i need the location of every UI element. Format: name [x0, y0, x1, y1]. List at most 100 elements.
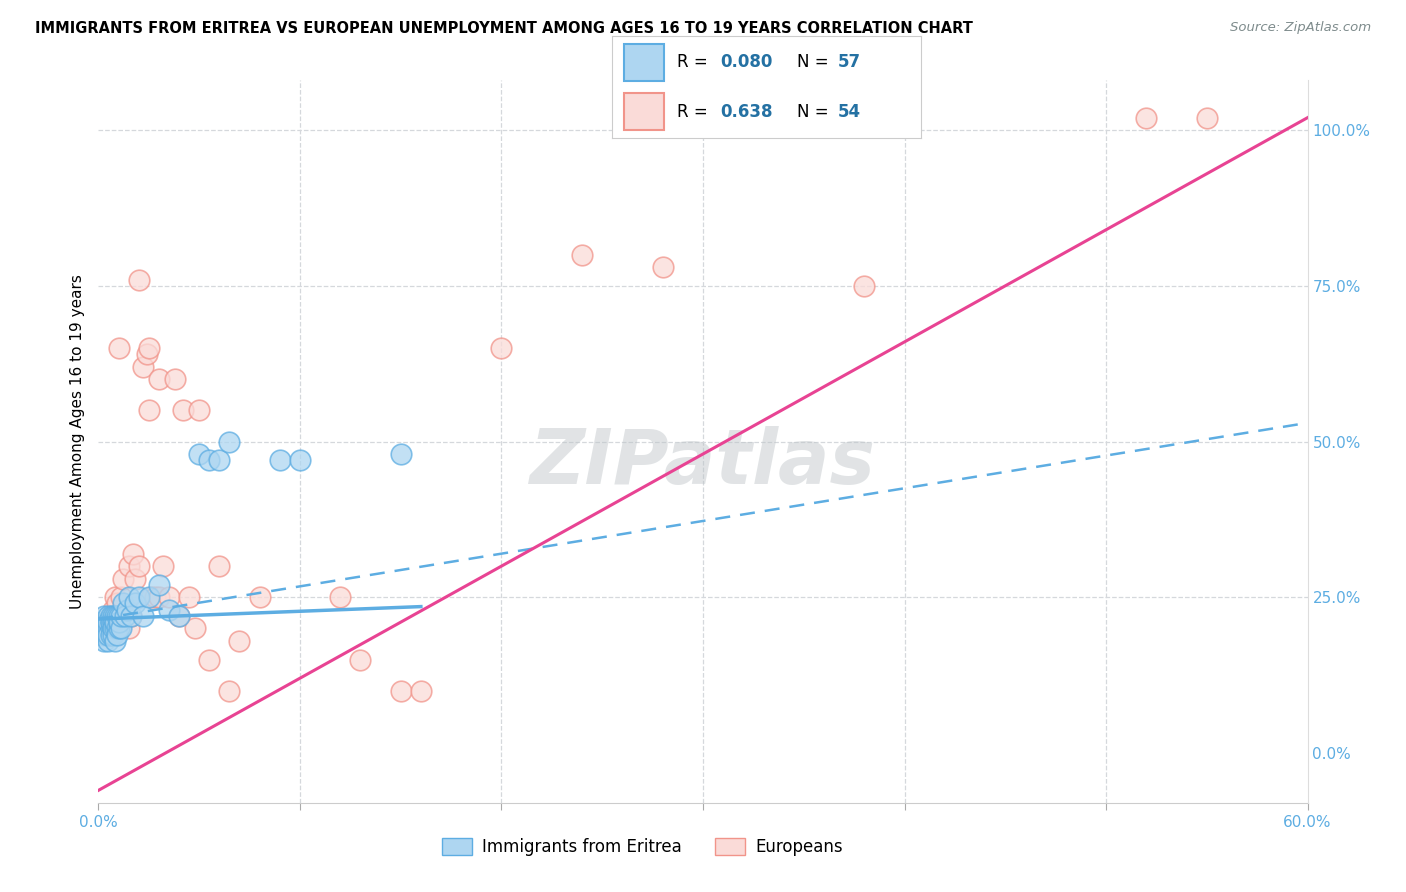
Point [491, 341, 513, 355]
Point [100, 609, 122, 624]
Point [100, 615, 122, 630]
Point [118, 591, 141, 605]
Point [249, 591, 271, 605]
Point [121, 547, 143, 561]
Point [100, 621, 122, 635]
Point [91, 615, 114, 630]
Point [97, 621, 120, 635]
Point [96, 627, 118, 641]
Point [101, 603, 124, 617]
Y-axis label: Unemployment Among Ages 16 to 19 years: Unemployment Among Ages 16 to 19 years [69, 274, 84, 609]
Point [135, 347, 157, 361]
Point [120, 609, 142, 624]
Text: N =: N = [797, 103, 834, 120]
Point [148, 591, 170, 605]
Point [97, 615, 120, 630]
Point [93, 621, 115, 635]
Point [91, 615, 114, 630]
Point [101, 615, 124, 630]
Point [93, 609, 115, 624]
Point [139, 591, 162, 605]
Point [100, 615, 122, 630]
Point [389, 447, 412, 461]
Point [93, 633, 115, 648]
Point [651, 260, 673, 274]
Point [107, 615, 129, 630]
Point [132, 609, 155, 624]
Point [152, 559, 174, 574]
Point [157, 591, 180, 605]
Point [101, 609, 124, 624]
Point [143, 591, 166, 605]
Point [105, 627, 128, 641]
Point [97, 609, 120, 624]
Point [103, 621, 125, 635]
Point [107, 609, 129, 624]
Point [218, 434, 240, 449]
Point [128, 559, 150, 574]
Point [103, 591, 125, 605]
Point [1135, 111, 1157, 125]
FancyBboxPatch shape [624, 93, 664, 130]
Point [105, 621, 128, 635]
Point [111, 572, 134, 586]
Point [105, 609, 128, 624]
Point [107, 609, 129, 624]
Point [120, 609, 142, 624]
Point [148, 578, 170, 592]
Point [167, 609, 190, 624]
Point [138, 341, 160, 355]
Point [157, 603, 180, 617]
Point [184, 621, 207, 635]
Text: R =: R = [676, 54, 713, 71]
Point [115, 603, 138, 617]
Text: IMMIGRANTS FROM ERITREA VS EUROPEAN UNEMPLOYMENT AMONG AGES 16 TO 19 YEARS CORRE: IMMIGRANTS FROM ERITREA VS EUROPEAN UNEM… [35, 21, 973, 37]
Point [114, 609, 136, 624]
Point [138, 591, 160, 605]
Point [198, 453, 221, 467]
Point [124, 572, 146, 586]
Point [110, 591, 132, 605]
Point [218, 683, 240, 698]
Point [101, 621, 124, 635]
Point [118, 559, 141, 574]
Point [105, 597, 128, 611]
Point [124, 597, 146, 611]
Point [172, 403, 194, 417]
Text: N =: N = [797, 54, 834, 71]
Point [96, 615, 118, 630]
Point [89, 621, 111, 635]
Text: ZIPatlas: ZIPatlas [530, 426, 876, 500]
Point [138, 403, 160, 417]
Point [228, 633, 250, 648]
Point [329, 591, 352, 605]
Point [97, 627, 120, 641]
Point [97, 627, 120, 641]
Point [96, 621, 118, 635]
Text: 54: 54 [838, 103, 860, 120]
Point [1195, 111, 1218, 125]
Point [107, 621, 129, 635]
Point [101, 609, 124, 624]
Point [132, 359, 155, 374]
Point [208, 559, 231, 574]
Point [100, 621, 122, 635]
Point [100, 609, 122, 624]
Point [103, 609, 125, 624]
Point [91, 627, 114, 641]
Text: Source: ZipAtlas.com: Source: ZipAtlas.com [1230, 21, 1371, 35]
Text: R =: R = [676, 103, 713, 120]
Point [111, 597, 134, 611]
FancyBboxPatch shape [624, 44, 664, 81]
Point [100, 627, 122, 641]
Point [208, 453, 231, 467]
Text: 57: 57 [838, 54, 860, 71]
Point [110, 621, 132, 635]
Point [96, 615, 118, 630]
Point [349, 652, 371, 666]
Point [93, 621, 115, 635]
Point [103, 615, 125, 630]
Point [163, 372, 186, 386]
Legend: Immigrants from Eritrea, Europeans: Immigrants from Eritrea, Europeans [436, 831, 849, 863]
Point [853, 278, 876, 293]
